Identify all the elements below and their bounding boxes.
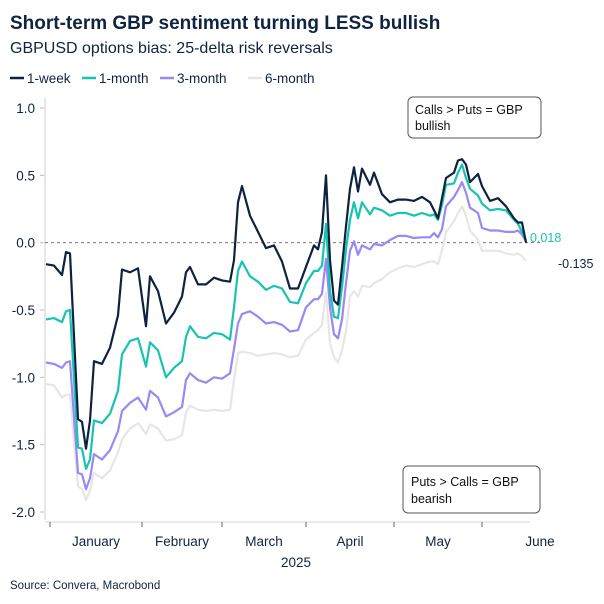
legend-item-1-week: 1-week bbox=[10, 71, 71, 86]
legend-item-1-month: 1-month bbox=[82, 71, 149, 86]
bearish-annotation-line2: bearish bbox=[411, 492, 452, 506]
y-tick-label: 1.0 bbox=[16, 101, 35, 116]
x-axis-year-label: 2025 bbox=[281, 555, 311, 570]
legend: 1-week 1-month 3-month 6-month bbox=[10, 71, 315, 86]
x-tick-label: April bbox=[336, 534, 363, 549]
bullish-annotation: Calls > Puts = GBP bullish bbox=[407, 96, 542, 139]
legend-label: 1-week bbox=[27, 71, 71, 86]
x-tick-label: May bbox=[425, 534, 451, 549]
chart-subtitle: GBPUSD options bias: 25-delta risk rever… bbox=[10, 40, 333, 57]
bearish-annotation-box bbox=[402, 465, 541, 514]
legend-label: 6-month bbox=[265, 71, 315, 86]
series-line-1-month bbox=[45, 163, 527, 470]
y-tick-label: -1.5 bbox=[12, 438, 35, 453]
end-label-1-month: 0.018 bbox=[530, 231, 561, 245]
x-axis: January February March April May June bbox=[45, 521, 555, 549]
bullish-annotation-box bbox=[407, 96, 542, 139]
series-line-1-week bbox=[45, 158, 528, 450]
series-line-6-month bbox=[45, 205, 527, 501]
y-tick-label: -0.5 bbox=[12, 303, 35, 318]
bearish-annotation-line1: Puts > Calls = GBP bbox=[411, 475, 519, 489]
bullish-annotation-line1: Calls > Puts = GBP bbox=[415, 103, 523, 117]
x-tick-label: March bbox=[245, 534, 283, 549]
x-tick-label: February bbox=[155, 534, 209, 549]
bullish-annotation-line2: bullish bbox=[415, 119, 450, 133]
legend-item-6-month: 6-month bbox=[248, 71, 315, 86]
bearish-annotation: Puts > Calls = GBP bearish bbox=[402, 465, 541, 514]
legend-label: 3-month bbox=[177, 71, 227, 86]
y-tick-label: -1.0 bbox=[12, 370, 35, 385]
end-label-6-month: -0.135 bbox=[558, 257, 593, 271]
series-lines bbox=[45, 158, 528, 501]
y-axis: 1.0 0.5 0.0 -0.5 -1.0 -1.5 -2.0 bbox=[12, 98, 46, 520]
legend-label: 1-month bbox=[99, 71, 149, 86]
chart-title: Short-term GBP sentiment turning LESS bu… bbox=[10, 13, 440, 34]
y-tick-label: -2.0 bbox=[12, 505, 35, 520]
y-tick-label: 0.5 bbox=[16, 168, 35, 183]
source-note: Source: Convera, Macrobond bbox=[10, 580, 160, 592]
series-line-3-month bbox=[45, 181, 527, 491]
y-tick-label: 0.0 bbox=[16, 236, 35, 251]
x-tick-label: January bbox=[72, 534, 120, 549]
legend-item-3-month: 3-month bbox=[160, 71, 227, 86]
x-tick-label: June bbox=[525, 534, 554, 549]
